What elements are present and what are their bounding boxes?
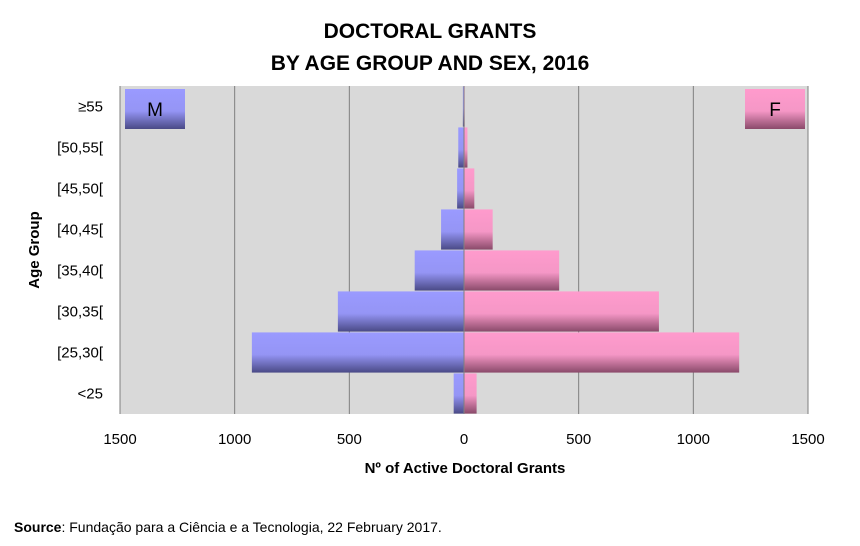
bar-male xyxy=(441,209,464,250)
bar-female xyxy=(464,291,659,332)
bar-female xyxy=(464,250,560,291)
x-tick-label: 500 xyxy=(566,431,591,448)
bar-female xyxy=(464,332,740,373)
bar-male xyxy=(337,291,464,332)
x-tick-label: 1000 xyxy=(218,431,251,448)
x-axis-title: Nº of Active Doctoral Grants xyxy=(365,460,566,477)
bar-female xyxy=(464,209,493,250)
gridlines xyxy=(119,86,809,414)
bar-male xyxy=(457,168,464,209)
bars xyxy=(251,86,740,414)
bar-male xyxy=(453,373,464,414)
y-tick-labels: ≥55 [50,55[ [45,50[ [40,45[ [35,40[ [30,35[ [2… xyxy=(57,99,104,403)
bar-male xyxy=(458,127,464,168)
y-axis-title: Age Group xyxy=(26,211,43,289)
x-tick-label: 1500 xyxy=(791,431,824,448)
legend-label-female: F xyxy=(769,100,781,121)
x-tick-labels: 1500 1000 500 0 500 1000 1500 xyxy=(103,431,824,448)
legend-swatch-male xyxy=(125,89,185,129)
chart-title-line-2: BY AGE GROUP AND SEX, 2016 xyxy=(271,52,590,75)
y-tick-label: [45,50[ xyxy=(57,181,104,198)
source-label: Source xyxy=(14,519,62,535)
x-tick-label: 0 xyxy=(460,431,468,448)
legend-female: F xyxy=(745,89,805,129)
x-tick-label: 500 xyxy=(337,431,362,448)
bar-male xyxy=(414,250,464,291)
y-tick-label: <25 xyxy=(78,386,103,403)
y-tick-label: [25,30[ xyxy=(57,345,104,362)
chart-title-line-1: DOCTORAL GRANTS xyxy=(324,20,537,43)
y-tick-label: [35,40[ xyxy=(57,263,104,280)
legend-label-male: M xyxy=(147,100,163,121)
bar-female xyxy=(464,127,468,168)
y-tick-label: [30,35[ xyxy=(57,304,104,321)
bar-male xyxy=(251,332,464,373)
bar-female xyxy=(464,373,477,414)
bar-female xyxy=(464,168,475,209)
legend-swatch-female xyxy=(745,89,805,129)
legend-male: M xyxy=(125,89,185,129)
bar-male xyxy=(462,86,464,127)
source-note: Source: Fundação para a Ciência e a Tecn… xyxy=(14,519,442,535)
y-tick-label: ≥55 xyxy=(78,99,103,116)
y-tick-label: [40,45[ xyxy=(57,222,104,239)
x-tick-label: 1000 xyxy=(677,431,710,448)
x-tick-label: 1500 xyxy=(103,431,136,448)
source-text: : Fundação para a Ciência e a Tecnologia… xyxy=(61,519,442,535)
y-tick-label: [50,55[ xyxy=(57,140,104,157)
